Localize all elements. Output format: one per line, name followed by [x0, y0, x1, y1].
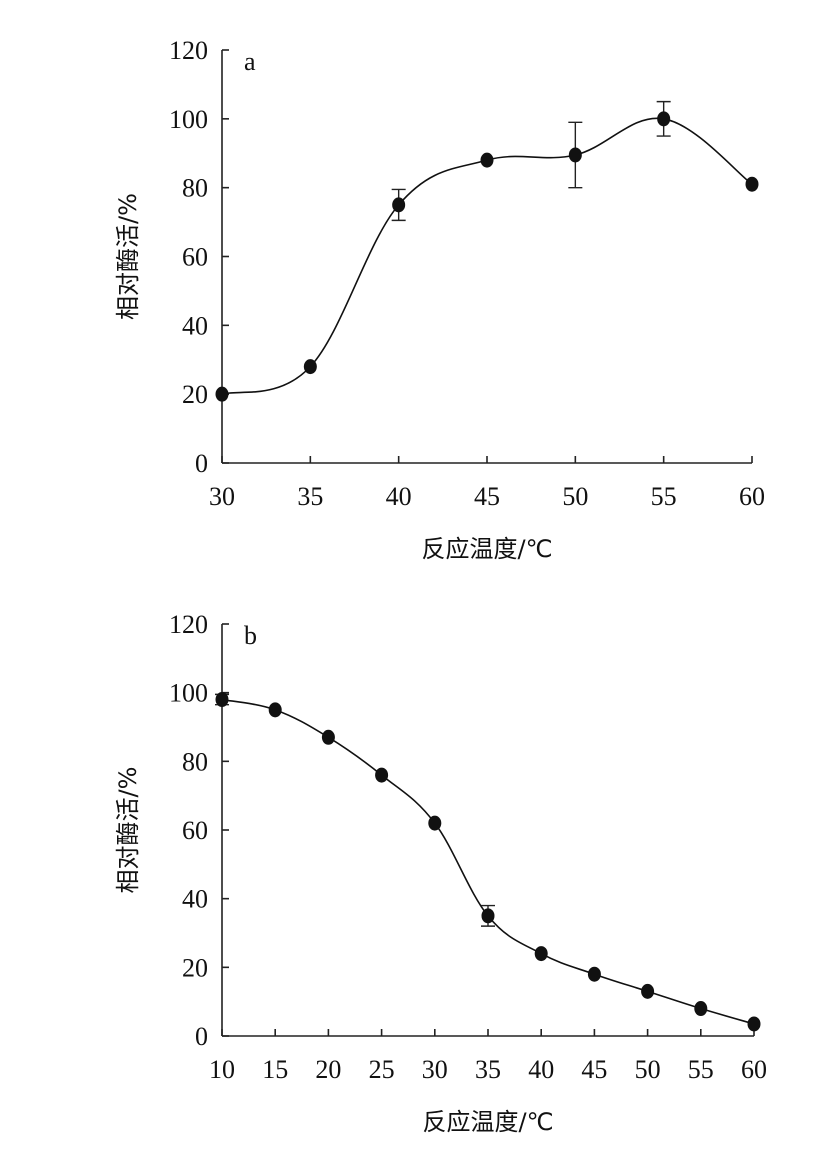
panel-a: 0 20 40 60 80 100 120 30 35 40 45 50 55 60 a 反应温度/℃ 相对酶活… — [114, 36, 765, 563]
x-tick-label: 25 — [369, 1055, 395, 1084]
y-tick-label: 100 — [169, 105, 208, 134]
data-point — [534, 946, 548, 962]
y-tick-label: 20 — [182, 380, 208, 409]
y-tick-label: 80 — [182, 747, 208, 776]
x-tick-label: 55 — [688, 1055, 714, 1084]
x-tick-label: 30 — [422, 1055, 448, 1084]
y-tick-label: 20 — [182, 953, 208, 982]
x-axis-title: 反应温度/℃ — [422, 1108, 553, 1136]
x-tick-label: 45 — [581, 1055, 607, 1084]
x-tick-label: 50 — [635, 1055, 661, 1084]
panel-label: a — [244, 47, 256, 76]
data-point — [568, 147, 582, 163]
y-tick-label: 40 — [182, 885, 208, 914]
y-tick-label: 60 — [182, 816, 208, 845]
x-tick-label: 50 — [562, 482, 588, 511]
data-point — [392, 197, 406, 213]
x-tick-label: 60 — [739, 482, 765, 511]
data-point — [215, 692, 229, 708]
data-point — [428, 815, 442, 831]
y-tick-label: 0 — [195, 1022, 208, 1051]
data-point — [747, 1016, 761, 1032]
x-tick-label: 40 — [528, 1055, 554, 1084]
series-line — [221, 698, 755, 1025]
data-point — [745, 176, 759, 192]
x-tick-label: 45 — [474, 482, 500, 511]
y-tick-label: 40 — [182, 311, 208, 340]
x-tick-label: 35 — [475, 1055, 501, 1084]
y-tick-label: 120 — [169, 36, 208, 65]
data-point — [268, 702, 282, 718]
y-axis-title: 相对酶活/% — [114, 193, 142, 320]
y-tick-label: 0 — [195, 449, 208, 478]
y-tick-label: 80 — [182, 174, 208, 203]
x-axis-title: 反应温度/℃ — [421, 535, 552, 563]
data-point — [303, 359, 317, 375]
data-point — [657, 111, 671, 127]
panel-label: b — [244, 621, 257, 650]
x-tick-label: 35 — [297, 482, 323, 511]
x-tick-label: 20 — [315, 1055, 341, 1084]
x-tick-label: 10 — [209, 1055, 235, 1084]
y-tick-label: 120 — [169, 610, 208, 639]
data-point — [641, 983, 655, 999]
y-tick-label: 60 — [182, 243, 208, 272]
x-tick-label: 30 — [209, 482, 235, 511]
x-tick-label: 40 — [386, 482, 412, 511]
data-point — [321, 729, 335, 745]
x-tick-label: 15 — [262, 1055, 288, 1084]
data-point — [215, 386, 229, 402]
x-tick-label: 55 — [651, 482, 677, 511]
y-tick-label: 100 — [169, 679, 208, 708]
data-point — [587, 966, 601, 982]
y-axis-title: 相对酶活/% — [114, 767, 142, 894]
x-tick-label: 60 — [741, 1055, 767, 1084]
data-point — [694, 1001, 708, 1017]
data-point — [375, 767, 389, 783]
panel-b: 0 20 40 60 80 100 120 10 15 20 25 30 35 40 45 50 55 60 b 反应… — [114, 610, 767, 1136]
data-point — [480, 152, 494, 168]
data-point — [481, 908, 495, 924]
